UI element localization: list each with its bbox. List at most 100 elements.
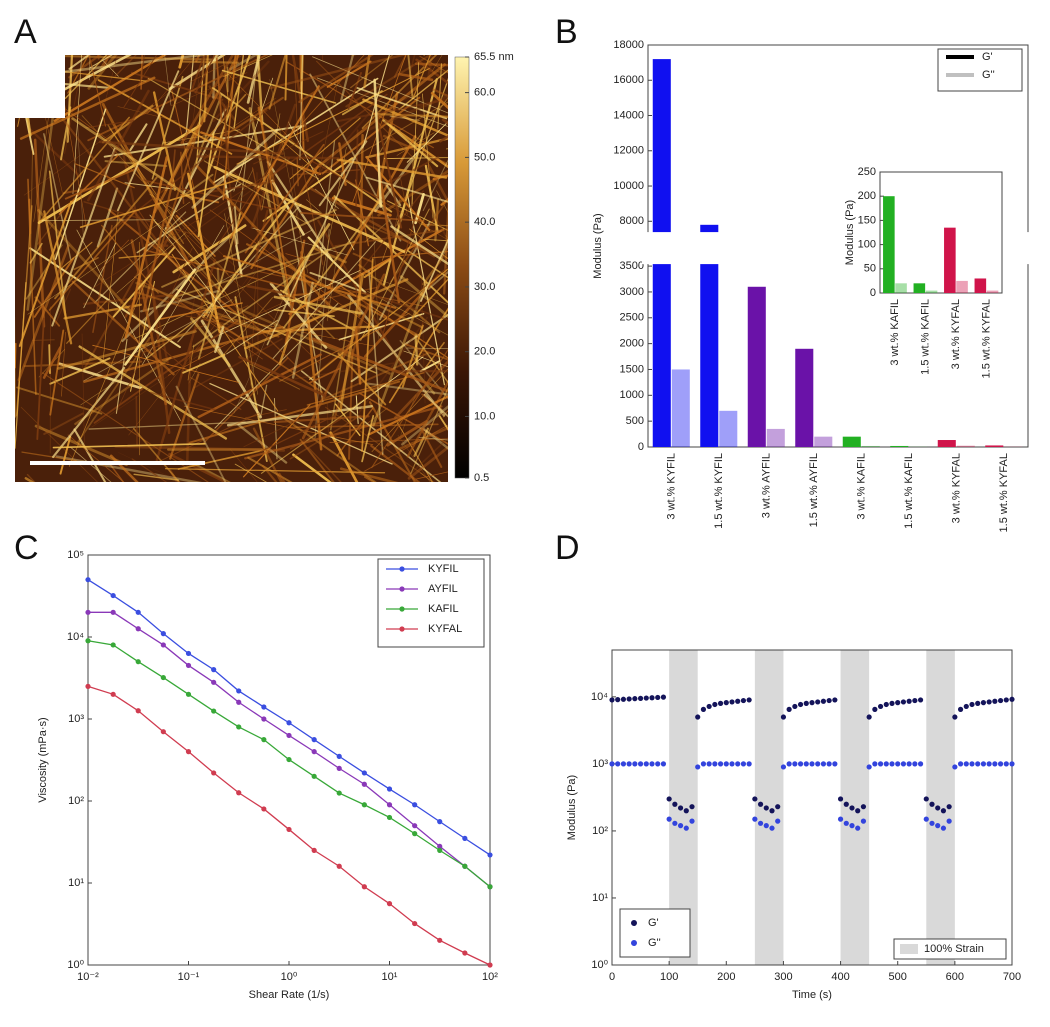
point	[185, 650, 192, 657]
point	[1009, 696, 1015, 702]
fiber	[375, 111, 403, 229]
fiber	[213, 165, 407, 254]
fiber	[16, 386, 103, 415]
fiber	[259, 415, 335, 453]
y-tick-label: 10⁴	[591, 691, 608, 703]
fiber	[233, 206, 239, 245]
fiber	[92, 55, 118, 149]
bar	[925, 290, 938, 293]
y-tick-label: 18000	[613, 39, 644, 51]
y-tick-label: 10²	[592, 825, 608, 837]
fiber	[365, 176, 448, 203]
legend-label: G''	[648, 937, 661, 949]
series-line	[87, 685, 491, 966]
fiber	[406, 347, 448, 349]
point	[386, 786, 393, 792]
fiber	[185, 173, 214, 195]
fiber	[364, 424, 448, 472]
fiber	[214, 326, 225, 354]
fiber	[68, 55, 91, 70]
fiber	[347, 71, 362, 110]
point	[917, 697, 924, 703]
fiber	[152, 91, 177, 191]
fiber	[414, 62, 448, 67]
point	[336, 765, 342, 771]
point	[160, 631, 166, 637]
fiber	[404, 343, 448, 361]
fiber	[361, 415, 375, 463]
y-tick-label: 10¹	[592, 892, 608, 904]
fiber	[83, 242, 117, 309]
point	[632, 761, 638, 767]
point	[700, 706, 707, 712]
fiber	[421, 223, 448, 227]
fiber	[73, 428, 107, 482]
y-tick-label: 1000	[620, 389, 644, 401]
point	[386, 814, 393, 821]
colorbar	[454, 56, 470, 479]
fiber	[273, 397, 278, 460]
fiber	[397, 435, 431, 482]
fiber	[39, 116, 130, 222]
point	[786, 706, 792, 712]
point	[286, 732, 292, 739]
y-tick-label: 8000	[620, 215, 644, 227]
point	[855, 825, 861, 831]
point	[775, 818, 781, 824]
point	[261, 716, 267, 722]
fiber	[279, 292, 311, 298]
x-tick-label: 700	[1003, 971, 1021, 983]
fiber	[310, 160, 384, 201]
fiber	[278, 472, 286, 482]
fiber	[427, 164, 448, 205]
point	[361, 770, 367, 776]
fiber	[250, 281, 256, 386]
fiber	[52, 442, 206, 449]
fiber	[355, 395, 359, 424]
x-tick-label: 1.5 wt.% KAFIL	[903, 453, 915, 529]
point	[609, 761, 615, 767]
point	[361, 781, 367, 787]
point	[110, 691, 116, 697]
point	[866, 714, 872, 720]
fiber	[288, 121, 355, 251]
fiber	[234, 463, 267, 482]
bar	[766, 428, 785, 447]
point	[923, 796, 929, 802]
bar	[747, 286, 766, 447]
fiber	[87, 55, 118, 90]
colorbar-tick-label: 40.0	[474, 216, 495, 228]
y-axis-label: Modulus (Pa)	[592, 213, 604, 278]
point	[185, 691, 192, 697]
fiber	[318, 79, 339, 177]
fiber	[48, 211, 135, 311]
legend-label: G'	[982, 51, 993, 63]
fiber	[261, 464, 278, 482]
point	[437, 847, 443, 853]
fiber	[19, 76, 156, 140]
x-tick-label: 1.5 wt.% KYFAL	[998, 453, 1010, 532]
point	[929, 801, 935, 807]
fiber	[89, 172, 270, 291]
fiber	[410, 386, 448, 475]
fiber	[329, 169, 448, 241]
fiber	[437, 63, 443, 130]
point	[815, 699, 821, 705]
point	[815, 761, 821, 767]
point	[85, 609, 91, 615]
point	[912, 697, 918, 704]
x-tick-label: 500	[889, 971, 907, 983]
fiber	[229, 85, 320, 239]
x-tick-label: 3 wt.% KAFIL	[889, 299, 901, 366]
legend-marker	[399, 606, 405, 612]
point	[677, 823, 684, 829]
x-tick-label: 600	[946, 971, 964, 983]
point	[740, 761, 747, 767]
bar	[795, 348, 814, 447]
point	[700, 761, 707, 767]
series-line	[88, 611, 491, 888]
point	[969, 761, 975, 767]
point	[649, 761, 655, 767]
fiber	[252, 228, 348, 256]
fiber	[124, 156, 169, 339]
